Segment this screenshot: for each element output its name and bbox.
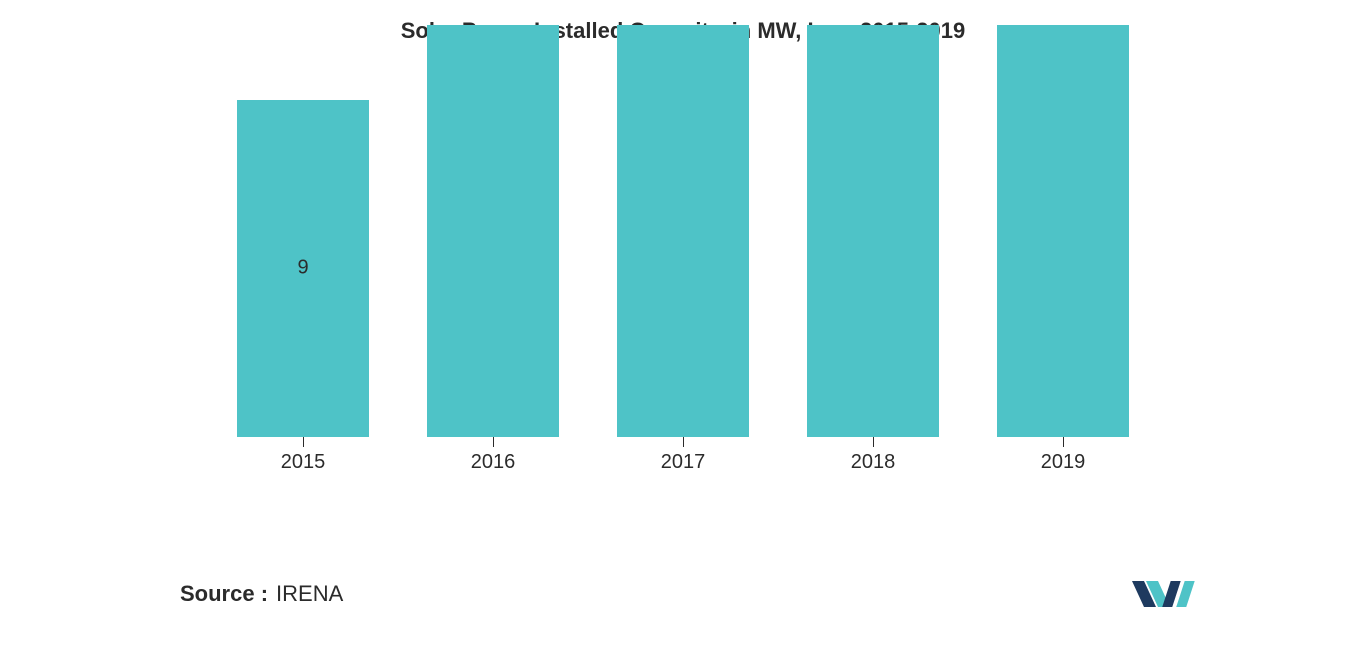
- bar: [617, 25, 749, 437]
- x-axis-label: 2019: [1041, 451, 1086, 474]
- brand-logo-icon: [1132, 577, 1196, 615]
- source-label: Source :: [180, 581, 268, 607]
- bar-slot: 2018: [807, 25, 939, 474]
- bar-slot: 2017: [617, 25, 749, 474]
- x-axis-label: 2018: [851, 451, 896, 474]
- chart-container: Solar Power Installed Capacity, in MW, I…: [0, 0, 1366, 655]
- x-axis-label: 2015: [281, 451, 326, 474]
- bar-value-label: 9: [297, 257, 308, 280]
- source-footer: Source : IRENA: [180, 581, 343, 607]
- x-tick: [303, 437, 304, 447]
- x-tick: [1063, 437, 1064, 447]
- bar-slot: 2019: [997, 25, 1129, 474]
- bar-slot: 2016: [427, 25, 559, 474]
- plot-area: 9 2015 2016 2017 2018 2019: [60, 62, 1306, 498]
- x-tick: [493, 437, 494, 447]
- source-value: IRENA: [276, 581, 343, 607]
- x-tick: [873, 437, 874, 447]
- bar: [997, 25, 1129, 437]
- x-axis-label: 2016: [471, 451, 516, 474]
- bar: [427, 25, 559, 437]
- bar-slot: 9 2015: [237, 100, 369, 474]
- bar: 9: [237, 100, 369, 437]
- x-axis-label: 2017: [661, 451, 706, 474]
- bar-group: 9 2015 2016 2017 2018 2019: [217, 62, 1149, 474]
- bar: [807, 25, 939, 437]
- x-tick: [683, 437, 684, 447]
